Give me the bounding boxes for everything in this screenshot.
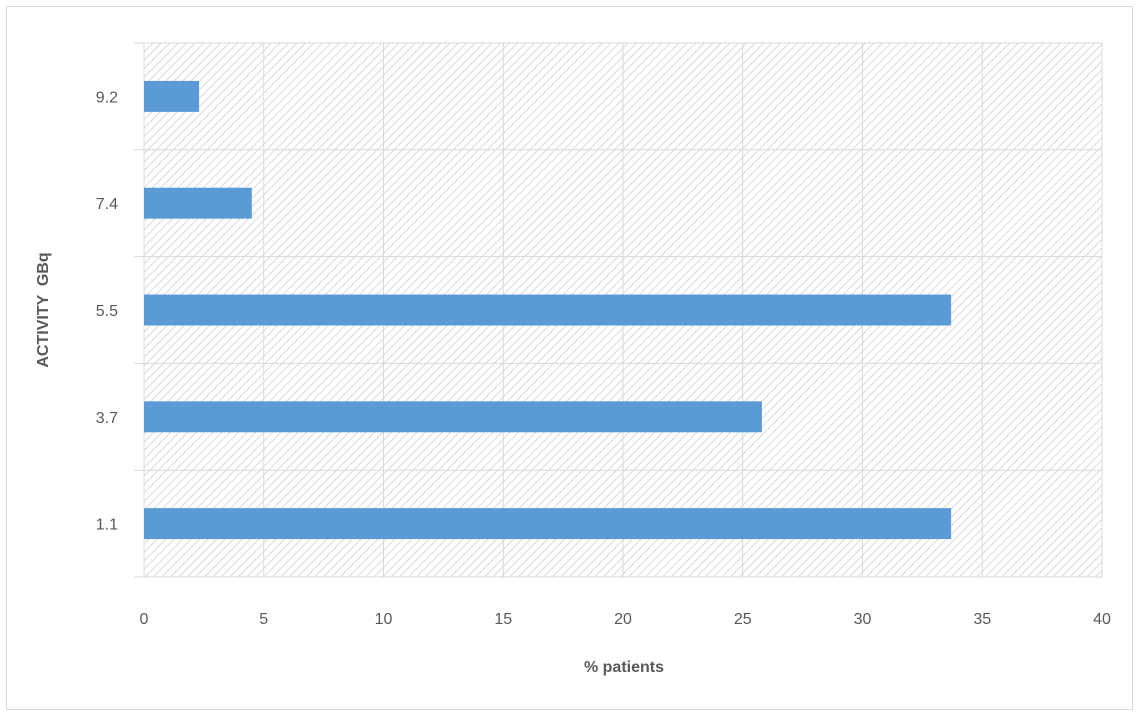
bar (144, 401, 762, 433)
x-tick-label: 35 (973, 611, 991, 628)
bar (144, 80, 200, 112)
x-tick-label: 20 (614, 611, 632, 628)
y-axis-title: ACTIVITY GBq (35, 252, 52, 367)
y-tick-label: 5.5 (96, 303, 118, 320)
y-axis-ticks: 1.1 3.7 5.5 7.4 9.2 (96, 89, 118, 533)
x-tick-label: 10 (375, 611, 393, 628)
bar-series (144, 80, 952, 540)
y-tick-label: 3.7 (96, 410, 118, 427)
x-tick-label: 30 (854, 611, 872, 628)
bar (144, 508, 952, 540)
x-tick-label: 40 (1093, 611, 1111, 628)
y-tick-label: 1.1 (96, 517, 118, 534)
x-tick-label: 5 (259, 611, 268, 628)
x-axis-title: % patients (584, 659, 664, 676)
x-tick-label: 15 (494, 611, 512, 628)
y-tick-label: 7.4 (96, 196, 118, 213)
bar (144, 187, 252, 219)
x-tick-label: 25 (734, 611, 752, 628)
x-tick-label: 0 (140, 611, 149, 628)
bar (144, 294, 952, 326)
y-tick-label: 9.2 (96, 89, 118, 106)
x-axis-ticks: 0 5 10 15 20 25 30 35 40 (140, 611, 1111, 628)
